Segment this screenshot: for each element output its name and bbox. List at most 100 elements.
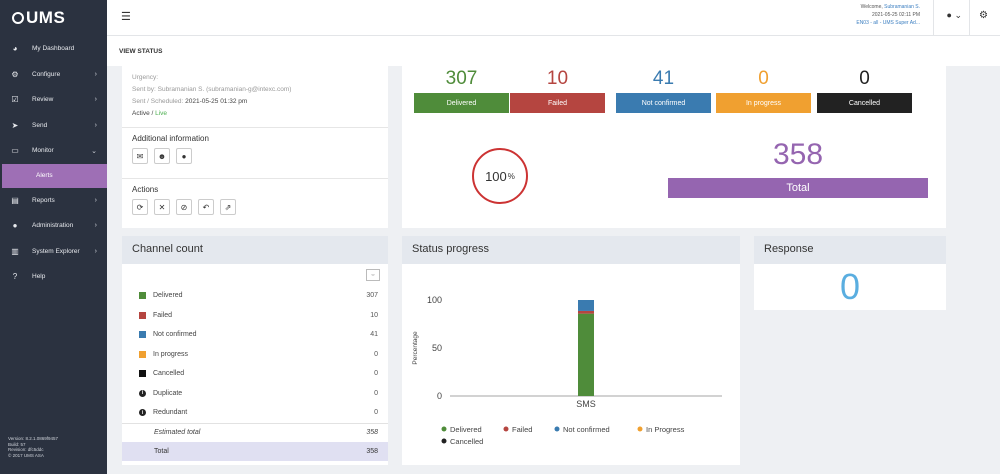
users-icon[interactable]: ☻ xyxy=(154,148,170,164)
envelope-icon[interactable]: ✉ xyxy=(132,148,148,164)
channel-row-in-progress: In progress 0 xyxy=(122,345,388,365)
chevron-icon: › xyxy=(94,70,97,78)
chevron-icon: › xyxy=(94,121,97,129)
explorer-icon: ▥ xyxy=(11,246,19,256)
channel-row-count: 307 xyxy=(366,292,378,300)
external-link-icon[interactable]: ⇗ xyxy=(220,199,236,215)
legend-label: Failed xyxy=(512,425,532,434)
dashboard-icon: ◕ xyxy=(12,44,18,54)
status-counter-not-confirmed: 41 Not confirmed xyxy=(616,68,711,113)
info-icon: i xyxy=(139,389,146,397)
globe-icon[interactable]: ● xyxy=(176,148,192,164)
channel-row-count: 0 xyxy=(374,389,378,397)
channel-row-delivered: Delivered 307 xyxy=(122,286,388,306)
message-info-panel: Urgency: Sent by: Subramanian S. (subram… xyxy=(122,66,388,228)
counter-label: Failed xyxy=(510,93,605,113)
expand-icon[interactable]: ⇔ xyxy=(366,269,380,281)
sidebar-item-review[interactable]: ☑ Review › xyxy=(0,87,107,113)
channel-row-label: Redundant xyxy=(153,409,188,417)
total-row-value: 358 xyxy=(366,447,378,455)
version-line: Build: 57 xyxy=(8,441,26,447)
channel-count-title: Channel count xyxy=(122,236,388,264)
counter-label: Delivered xyxy=(414,93,509,113)
legend-swatch xyxy=(139,311,146,319)
counter-value: 0 xyxy=(859,68,870,89)
sent-scheduled-label: Sent / Scheduled: xyxy=(132,98,184,105)
legend-label: In Progress xyxy=(646,425,685,434)
sidebar-item-label: My Dashboard xyxy=(32,45,75,53)
sidebar-item-my-dashboard[interactable]: ◕ My Dashboard xyxy=(0,36,107,62)
legend-marker xyxy=(441,438,447,444)
sidebar-item-send[interactable]: ➤ Send › xyxy=(0,113,107,139)
channel-row-label: Not confirmed xyxy=(153,331,197,339)
sidebar-item-configure[interactable]: ⚙ Configure › xyxy=(0,62,107,88)
version-info: Version: 8.2.1.0869f9457 Build: 57 Revisio… xyxy=(8,436,58,458)
version-line: Revision: dfc5ddc xyxy=(8,447,44,452)
channel-row-count: 10 xyxy=(370,311,378,319)
ban-icon[interactable]: ⊘ xyxy=(176,199,192,215)
y-axis-label: Percentage xyxy=(412,331,419,365)
role-selector[interactable]: EN03 - all - UMS Super Ad... xyxy=(856,20,920,26)
chevron-icon: › xyxy=(94,247,97,255)
urgency-line: Urgency: xyxy=(132,74,159,81)
sidebar-subitem-alerts[interactable]: Alerts xyxy=(2,163,107,188)
channel-row-failed: Failed 10 xyxy=(122,306,388,326)
channel-row-count: 0 xyxy=(374,350,378,358)
channel-row-count: 0 xyxy=(374,370,378,378)
gauge-value: 100 xyxy=(485,168,507,184)
menu-toggle-icon[interactable]: ☰ xyxy=(121,11,131,23)
sidebar-item-label: Administration xyxy=(32,222,74,230)
total-count: 358 xyxy=(772,138,824,171)
ums-logo[interactable]: UMS xyxy=(0,0,107,36)
channel-count-panel: Channel count ⇔ Delivered 307 Failed 10 Not … xyxy=(122,236,388,465)
legend-label: Cancelled xyxy=(450,437,483,446)
user-icon: ● xyxy=(12,221,18,231)
undo-icon[interactable]: ↶ xyxy=(198,199,214,215)
sidebar-item-system-explorer[interactable]: ▥ System Explorer › xyxy=(0,239,107,265)
channel-row-count: 41 xyxy=(370,331,378,339)
close-icon[interactable]: ✕ xyxy=(154,199,170,215)
user-name-link[interactable]: Subramanian S. xyxy=(884,4,920,10)
sent-scheduled-value: 2021-05-25 01:32 pm xyxy=(185,98,248,105)
status-prefix: Active / xyxy=(132,110,154,117)
desktop-icon: ▭ xyxy=(11,146,19,156)
top-bar: ☰ Welcome, Subramanian S. 2021-05-25 02:… xyxy=(107,0,1000,36)
estimated-total-value: 358 xyxy=(366,429,378,436)
language-globe-icon[interactable]: ● ⌄ xyxy=(946,10,962,20)
settings-gear-icon[interactable]: ⚙ xyxy=(979,10,988,21)
sidebar-item-monitor[interactable]: ▭ Monitor ⌄ xyxy=(0,138,107,164)
legend-label: Delivered xyxy=(450,425,482,434)
check-square-icon: ☑ xyxy=(11,95,19,105)
breadcrumb-bar: VIEW STATUS xyxy=(107,36,1000,66)
additional-info-title: Additional information xyxy=(132,134,209,143)
legend-label: Not confirmed xyxy=(563,425,610,434)
channel-row-redundant: i Redundant 0 xyxy=(122,403,388,423)
divider xyxy=(933,0,934,36)
chevron-icon: ⌄ xyxy=(91,147,97,155)
refresh-icon[interactable]: ⟳ xyxy=(132,199,148,215)
sidebar-item-reports[interactable]: ▤ Reports › xyxy=(0,188,107,214)
channel-row-label: Failed xyxy=(153,311,173,319)
sidebar-item-administration[interactable]: ● Administration › xyxy=(0,213,107,239)
legend-marker xyxy=(503,426,509,432)
info-icon: i xyxy=(139,409,146,417)
version-line: Version: 8.2.1.0869f9457 xyxy=(8,436,59,441)
estimated-total-row: Estimated total 358 xyxy=(122,422,388,442)
counter-value: 0 xyxy=(758,68,769,89)
y-tick-label: 100 xyxy=(427,295,442,305)
total-label: Total xyxy=(668,178,928,198)
help-icon: ? xyxy=(12,272,18,282)
chevron-icon: › xyxy=(94,196,97,204)
report-icon: ▤ xyxy=(11,195,19,205)
sidebar-item-help[interactable]: ? Help xyxy=(0,264,107,290)
current-datetime: 2021-05-25 02:11 PM xyxy=(872,12,920,18)
logo-mark-icon xyxy=(12,12,24,24)
estimated-total-label: Estimated total xyxy=(154,429,201,436)
counter-value: 10 xyxy=(546,68,569,89)
y-tick-label: 0 xyxy=(437,391,442,401)
channel-list: Delivered 307 Failed 10 Not confirmed 41 In pr… xyxy=(122,286,388,461)
legend-swatch xyxy=(139,292,146,300)
sidebar-item-label: Monitor xyxy=(32,147,54,155)
actions-title: Actions xyxy=(132,185,159,194)
chevron-icon: › xyxy=(94,96,97,104)
